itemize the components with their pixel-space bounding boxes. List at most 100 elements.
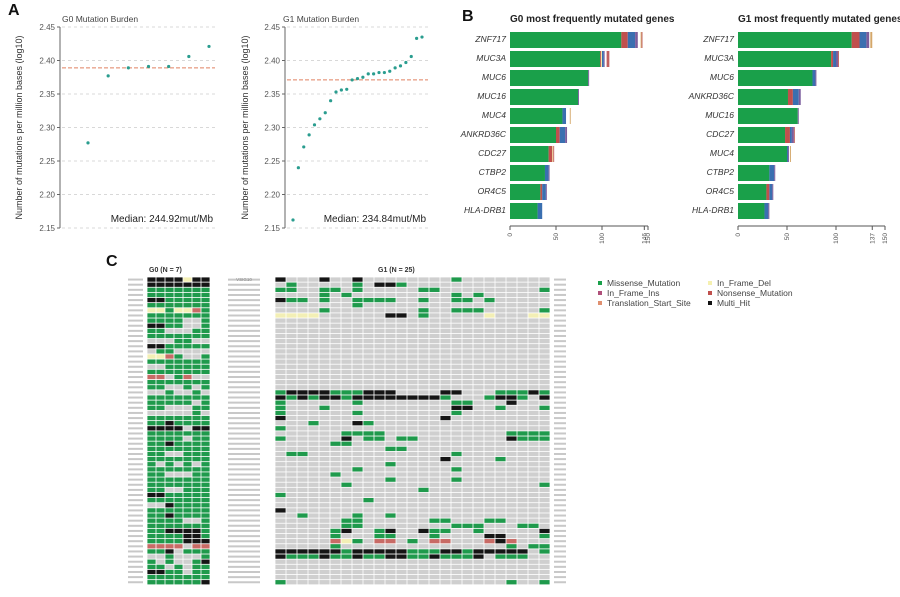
oncoplot-cell bbox=[506, 395, 517, 400]
oncoplot-cell bbox=[341, 503, 352, 508]
oncoplot-cell bbox=[174, 385, 183, 390]
oncoplot-cell bbox=[308, 374, 319, 380]
oncoplot-cell bbox=[275, 467, 286, 472]
oncoplot-cell bbox=[517, 518, 528, 523]
oncoplot-cell bbox=[484, 344, 495, 349]
oncoplot-cell bbox=[201, 436, 210, 441]
oncoplot-cell bbox=[517, 564, 528, 570]
oncoplot-cell bbox=[297, 282, 308, 287]
oncoplot-cell bbox=[418, 451, 429, 457]
oncoplot-cell bbox=[407, 554, 418, 559]
data-point bbox=[361, 75, 365, 79]
oncoplot-cell bbox=[363, 395, 374, 400]
oncoplot-cell bbox=[528, 513, 539, 518]
oncoplot-cell bbox=[440, 292, 451, 298]
bar-segment-missense-mutation bbox=[510, 108, 563, 124]
oncoplot-cell bbox=[528, 462, 539, 467]
oncoplot-cell bbox=[275, 415, 286, 421]
oncoplot-cell bbox=[418, 308, 429, 313]
oncoplot-cell bbox=[539, 282, 550, 287]
oncoplot-cell bbox=[319, 297, 330, 303]
oncoplot-cell bbox=[192, 287, 201, 292]
oncoplot-cell bbox=[506, 539, 517, 544]
oncoplot-cell bbox=[396, 569, 407, 575]
oncoplot-cell bbox=[539, 277, 550, 282]
oncoplot-cell bbox=[201, 518, 210, 523]
oncoplot-cell bbox=[440, 580, 451, 585]
oncoplot-cell bbox=[396, 421, 407, 426]
oncoplot-cell bbox=[297, 467, 308, 472]
oncoplot-cell bbox=[539, 303, 550, 308]
oncoplot-cell bbox=[330, 544, 341, 549]
oncoplot-cell bbox=[308, 297, 319, 303]
legend-swatch bbox=[598, 291, 602, 295]
oncoplot-cell bbox=[429, 328, 440, 334]
bar-segment-other bbox=[635, 32, 638, 48]
oncoplot-cell bbox=[528, 410, 539, 416]
oncoplot-cell bbox=[174, 410, 183, 416]
oncoplot-cell bbox=[528, 380, 539, 385]
oncoplot-cell bbox=[484, 287, 495, 292]
oncoplot-cell bbox=[165, 369, 174, 375]
oncoplot-cell bbox=[539, 385, 550, 390]
oncoplot-cell bbox=[451, 533, 462, 539]
bar-segment-missense-mutation bbox=[738, 70, 813, 86]
x-tick-label: 50 bbox=[553, 233, 560, 241]
oncoplot-cell bbox=[330, 344, 341, 349]
oncoplot-cell bbox=[484, 482, 495, 487]
oncoplot-cell bbox=[319, 364, 330, 369]
oncoplot-cell bbox=[341, 410, 352, 416]
oncoplot-cell bbox=[451, 451, 462, 457]
oncoplot-cell bbox=[495, 472, 506, 477]
oncoplot-cell bbox=[147, 328, 156, 334]
oncoplot-cell bbox=[429, 318, 440, 323]
gene-label: MUC3A bbox=[476, 53, 506, 63]
oncoplot-cell bbox=[275, 482, 286, 487]
oncoplot-cell bbox=[275, 359, 286, 364]
data-point bbox=[377, 70, 381, 75]
oncoplot-cell bbox=[517, 385, 528, 390]
oncoplot-cell bbox=[319, 374, 330, 380]
oncoplot-cell bbox=[374, 369, 385, 375]
oncoplot-cell bbox=[275, 441, 286, 446]
bar-segment-in-frame-del bbox=[552, 146, 554, 162]
oncoplot-cell bbox=[385, 344, 396, 349]
oncoplot-cell bbox=[363, 441, 374, 446]
oncoplot-cell bbox=[192, 559, 201, 564]
data-point bbox=[393, 66, 397, 70]
oncoplot-cell bbox=[451, 513, 462, 518]
bar-segment-nonsense-mutation bbox=[600, 51, 602, 67]
oncoplot-cell bbox=[286, 400, 297, 405]
oncoplot-cell bbox=[174, 467, 183, 472]
oncoplot-cell bbox=[407, 400, 418, 405]
oncoplot-cell bbox=[495, 528, 506, 534]
oncoplot-cell bbox=[330, 574, 341, 580]
oncoplot-cell bbox=[429, 349, 440, 354]
oncoplot-cell bbox=[156, 344, 165, 349]
oncoplot-cell bbox=[341, 297, 352, 303]
oncoplot-cell bbox=[275, 369, 286, 375]
oncoplot-cell bbox=[174, 318, 183, 323]
oncoplot-cell bbox=[407, 441, 418, 446]
oncoplot-cell bbox=[156, 467, 165, 472]
oncoplot-cell bbox=[297, 426, 308, 431]
oncoplot-cell bbox=[174, 349, 183, 354]
oncoplot-cell bbox=[374, 492, 385, 498]
oncoplot-cell bbox=[147, 436, 156, 441]
oncoplot-cell bbox=[506, 328, 517, 334]
oncoplot-cell bbox=[156, 533, 165, 539]
oncoplot-cell bbox=[319, 313, 330, 318]
oncoplot-cell bbox=[440, 313, 451, 318]
oncoplot-cell bbox=[156, 328, 165, 334]
oncoplot-cell bbox=[147, 410, 156, 416]
gene-label: CDC27 bbox=[706, 129, 734, 139]
oncoplot-cell bbox=[341, 333, 352, 339]
oncoplot-cell bbox=[517, 395, 528, 400]
oncoplot-cell bbox=[506, 569, 517, 575]
oncoplot-cell bbox=[396, 364, 407, 369]
oncoplot-cell bbox=[506, 436, 517, 441]
oncoplot-cell bbox=[330, 497, 341, 503]
gene-label: MUC16 bbox=[477, 91, 506, 101]
oncoplot-cell bbox=[308, 395, 319, 400]
oncoplot-cell bbox=[429, 456, 440, 462]
